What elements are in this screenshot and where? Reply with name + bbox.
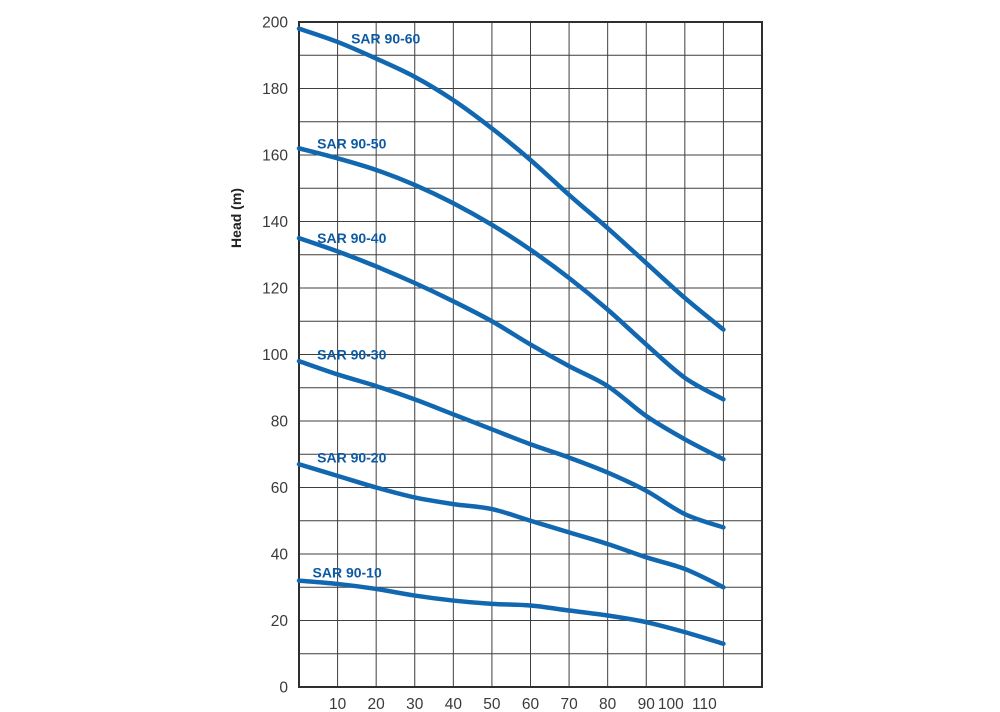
series-label-sar-90-40: SAR 90-40	[317, 230, 386, 246]
y-tick-label: 60	[271, 480, 289, 497]
x-tick-label: 60	[522, 696, 540, 712]
y-tick-label: 160	[262, 148, 288, 165]
x-tick-label: 40	[445, 696, 463, 712]
series-label-sar-90-60: SAR 90-60	[351, 31, 420, 47]
series-curve-sar-90-60	[296, 26, 726, 332]
x-tick-label: 110	[692, 696, 717, 712]
y-tick-label: 200	[262, 15, 288, 32]
x-tick-label: 10	[329, 696, 347, 712]
series-label-sar-90-10: SAR 90-10	[313, 564, 382, 580]
series-curve-sar-90-20	[296, 461, 726, 590]
y-tick-label: 120	[262, 281, 288, 298]
y-tick-label: 100	[262, 347, 288, 364]
x-tick-label: 30	[406, 696, 424, 712]
x-tick-label: 20	[368, 696, 386, 712]
x-tick-label: 70	[560, 696, 578, 712]
series-curve-sar-90-10	[296, 578, 726, 647]
x-tick-label: 80	[599, 696, 617, 712]
x-tick-label: 90	[638, 696, 656, 712]
x-tick-label: 100	[658, 696, 684, 712]
y-tick-label: 20	[271, 613, 289, 630]
series-label-sar-90-20: SAR 90-20	[317, 450, 386, 466]
series-curve-sar-90-30	[296, 358, 726, 530]
series-curve-sar-90-50	[296, 146, 726, 402]
series-label-sar-90-30: SAR 90-30	[317, 347, 386, 363]
y-tick-label: 180	[262, 81, 288, 98]
y-tick-label: 0	[279, 680, 288, 697]
y-tick-label: 140	[262, 214, 288, 231]
series-curve-sar-90-40	[296, 235, 726, 462]
series-label-sar-90-50: SAR 90-50	[317, 135, 386, 151]
y-tick-label: 40	[271, 547, 289, 564]
x-tick-label: 50	[483, 696, 501, 712]
y-axis-title: Head (m)	[228, 188, 244, 248]
y-tick-label: 80	[271, 414, 289, 431]
plot-border	[298, 21, 763, 688]
